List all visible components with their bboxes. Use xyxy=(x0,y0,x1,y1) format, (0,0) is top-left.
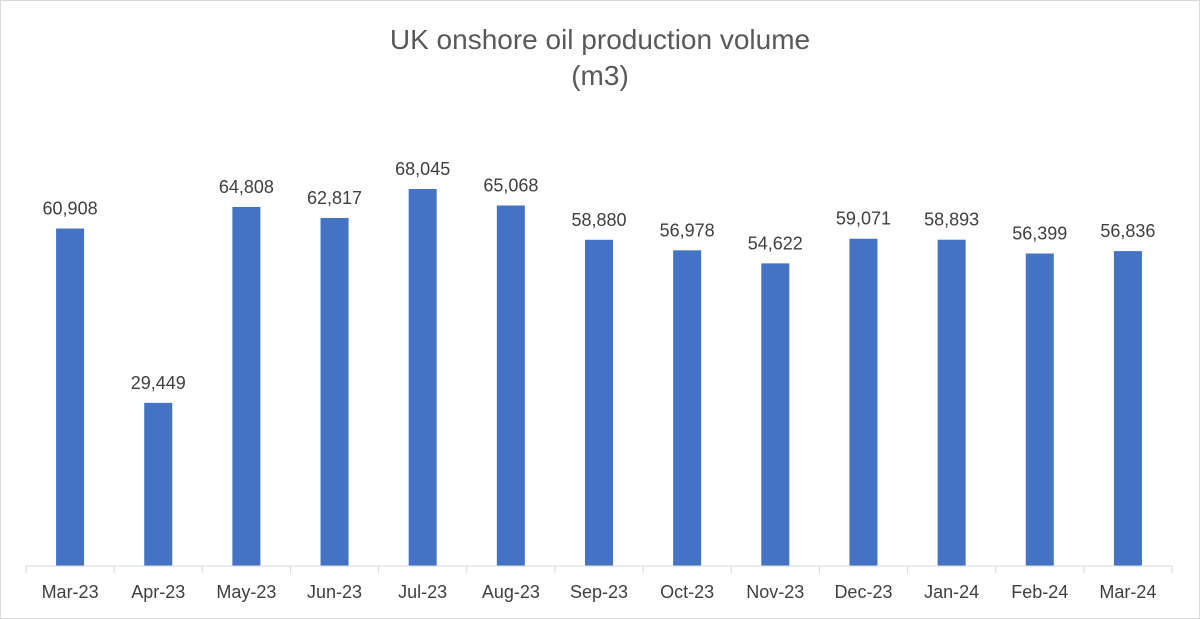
bar-aug-23 xyxy=(496,205,525,566)
bar-jun-23 xyxy=(320,217,349,566)
data-label-nov-23: 54,622 xyxy=(748,233,803,253)
bar-oct-23 xyxy=(673,250,702,567)
bar-feb-24 xyxy=(1025,253,1054,566)
bar-sep-23 xyxy=(585,239,613,566)
x-axis-ticks xyxy=(25,566,1173,573)
x-tick-label-jun-23: Jun-23 xyxy=(307,582,362,602)
bar-jan-24 xyxy=(937,239,966,566)
data-label-oct-23: 56,978 xyxy=(660,220,715,240)
data-label-mar-24: 56,836 xyxy=(1100,221,1155,241)
data-label-jun-23: 62,817 xyxy=(307,188,362,208)
x-tick-label-dec-23: Dec-23 xyxy=(834,582,892,602)
chart-title-block: UK onshore oil production volume (m3) xyxy=(0,22,1200,94)
data-label-mar-23: 60,908 xyxy=(43,199,98,219)
x-tick-label-nov-23: Nov-23 xyxy=(746,582,804,602)
data-label-feb-24: 56,399 xyxy=(1012,224,1067,244)
x-tick-label-aug-23: Aug-23 xyxy=(482,582,540,602)
x-tick-label-oct-23: Oct-23 xyxy=(660,582,714,602)
bar-dec-23 xyxy=(849,238,878,566)
x-tick-label-feb-24: Feb-24 xyxy=(1011,582,1068,602)
chart-title: UK onshore oil production volume xyxy=(389,24,811,55)
x-tick-label-may-23: May-23 xyxy=(216,582,276,602)
x-tick-label-mar-23: Mar-23 xyxy=(42,582,99,602)
bar-mar-23 xyxy=(56,228,85,566)
data-label-dec-23: 59,071 xyxy=(836,209,891,229)
data-label-may-23: 64,808 xyxy=(219,177,274,197)
x-tick-label-jan-24: Jan-24 xyxy=(924,582,979,602)
x-tick-label-apr-23: Apr-23 xyxy=(131,582,185,602)
x-tick-label-jul-23: Jul-23 xyxy=(398,582,447,602)
x-tick-label-mar-24: Mar-24 xyxy=(1099,582,1156,602)
bar-may-23 xyxy=(232,206,261,566)
bar-mar-24 xyxy=(1113,251,1142,567)
data-label-jul-23: 68,045 xyxy=(395,159,450,179)
bar-jul-23 xyxy=(408,189,437,566)
bar-series xyxy=(56,189,1142,567)
chart-subtitle: (m3) xyxy=(571,60,629,91)
x-tick-label-sep-23: Sep-23 xyxy=(570,582,628,602)
data-label-apr-23: 29,449 xyxy=(131,373,186,393)
data-labels: 60,908 29,449 64,808 62,817 68,045 65,068 58,8… xyxy=(43,159,1156,393)
bar-apr-23 xyxy=(144,402,173,566)
data-label-aug-23: 65,068 xyxy=(483,175,538,195)
bar-nov-23 xyxy=(761,263,790,566)
data-label-sep-23: 58,880 xyxy=(571,210,626,230)
x-axis-tick-labels: Mar-23 Apr-23 May-23 Jun-23 Jul-23 Aug-23 Sep-… xyxy=(42,582,1157,602)
data-label-jan-24: 58,893 xyxy=(924,210,979,230)
